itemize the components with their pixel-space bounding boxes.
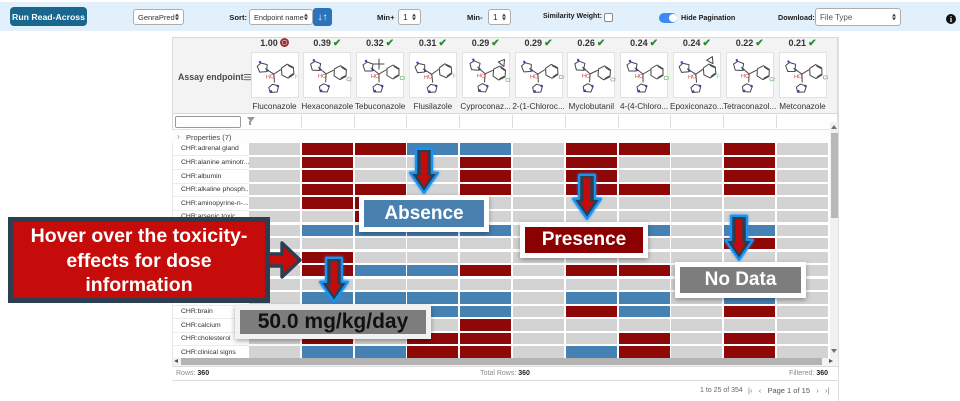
svg-text:Cl: Cl [400,76,405,82]
svg-text:Cl: Cl [822,75,827,81]
svg-text:F: F [452,74,457,80]
svg-text:HO: HO [318,73,327,79]
svg-text:F: F [294,74,298,80]
svg-text:HO: HO [740,73,749,79]
svg-text:HO: HO [635,74,644,80]
svg-text:Cl: Cl [558,75,564,81]
svg-text:Cl: Cl [610,77,616,83]
svg-text:HO: HO [371,74,380,80]
svg-text:HO: HO [476,73,485,80]
svg-text:HO: HO [688,74,697,81]
svg-text:Cl: Cl [769,77,775,83]
svg-text:HO: HO [265,74,274,81]
svg-text:F: F [716,74,721,80]
svg-text:Cl: Cl [346,77,352,83]
svg-text:Cl: Cl [505,78,511,84]
svg-text:HO: HO [793,74,802,80]
svg-text:HO: HO [582,73,591,80]
svg-text:Cl: Cl [664,76,669,82]
svg-text:HO: HO [424,74,434,81]
svg-text:HO: HO [529,74,538,80]
